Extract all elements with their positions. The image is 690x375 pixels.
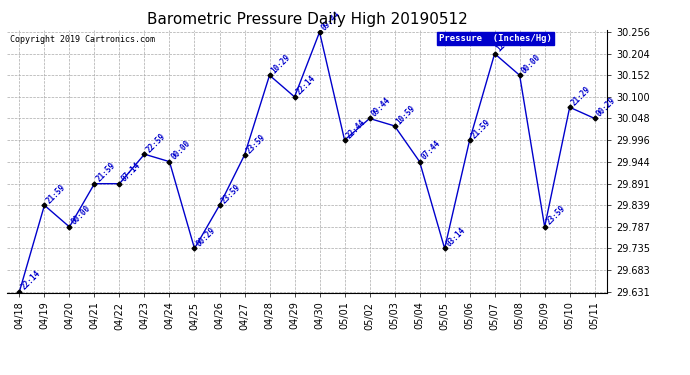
Text: Copyright 2019 Cartronics.com: Copyright 2019 Cartronics.com: [10, 35, 155, 44]
Text: 21:59: 21:59: [95, 161, 117, 184]
Text: 03:14: 03:14: [444, 226, 467, 249]
Text: 10:59: 10:59: [395, 103, 417, 126]
Text: 22:44: 22:44: [344, 117, 367, 140]
Text: 09:44: 09:44: [370, 96, 393, 118]
Text: 12:xx: 12:xx: [495, 31, 518, 54]
Title: Barometric Pressure Daily High 20190512: Barometric Pressure Daily High 20190512: [147, 12, 467, 27]
Text: 21:59: 21:59: [470, 117, 493, 140]
Text: 10:29: 10:29: [270, 53, 293, 75]
Text: 22:14: 22:14: [295, 74, 317, 97]
Text: 00:00: 00:00: [170, 139, 193, 162]
Text: 22:59: 22:59: [144, 132, 167, 154]
Text: 00:29: 00:29: [195, 226, 217, 249]
Text: 23:59: 23:59: [544, 204, 567, 227]
Text: 22:14: 22:14: [19, 269, 42, 292]
Text: 09:44: 09:44: [319, 9, 342, 32]
Text: 00:29: 00:29: [595, 96, 618, 118]
Text: 07:44: 07:44: [420, 139, 442, 162]
Text: 23:59: 23:59: [219, 183, 242, 205]
Text: 07:14: 07:14: [119, 161, 142, 184]
Text: 21:59: 21:59: [44, 183, 67, 205]
Text: 00:00: 00:00: [520, 53, 542, 75]
Text: Pressure  (Inches/Hg): Pressure (Inches/Hg): [439, 34, 552, 43]
Text: 23:59: 23:59: [244, 132, 267, 155]
Text: 00:00: 00:00: [70, 204, 92, 227]
Text: 21:29: 21:29: [570, 84, 593, 107]
